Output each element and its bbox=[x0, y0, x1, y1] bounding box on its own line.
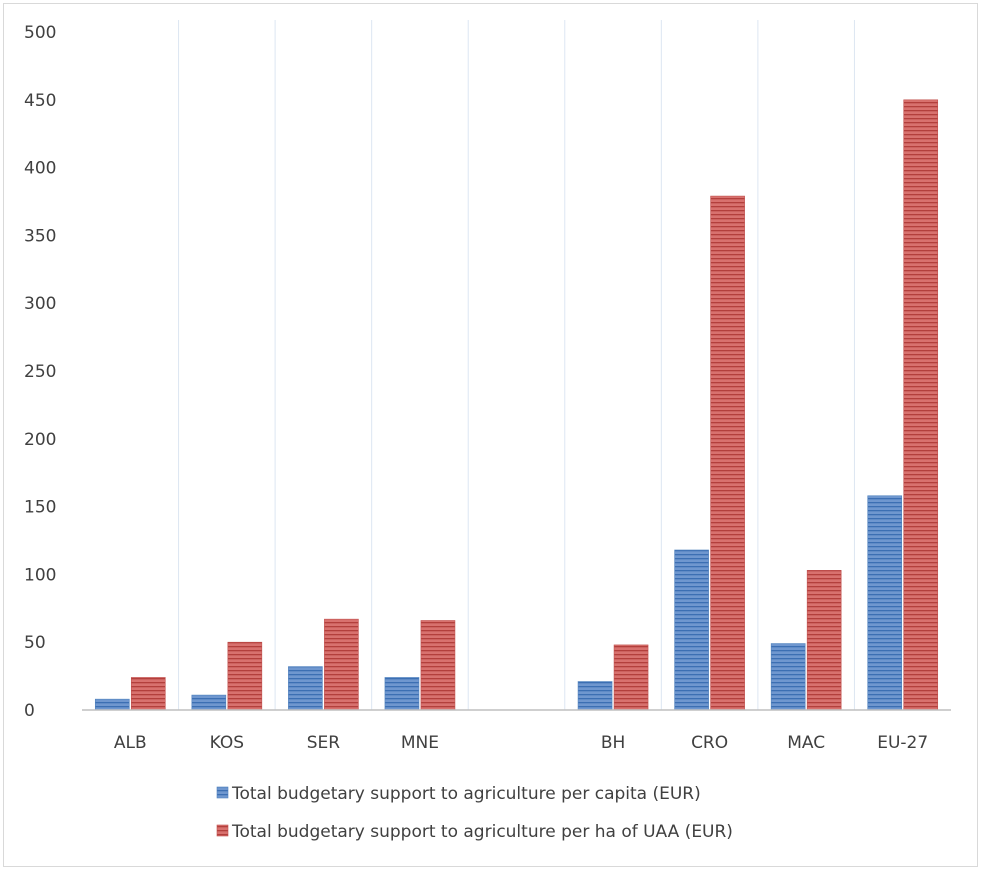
bar-per-capita-BH bbox=[577, 681, 613, 711]
legend-swatch bbox=[216, 786, 229, 799]
bar-per-capita-ALB bbox=[94, 698, 130, 711]
bar-per-ha-SER bbox=[324, 618, 359, 711]
bar-per-ha-KOS bbox=[227, 641, 263, 711]
x-tick-label: ALB bbox=[114, 733, 147, 753]
y-tick-label: 250 bbox=[24, 362, 56, 382]
x-tick-label: MNE bbox=[401, 733, 439, 753]
bar-per-capita-CRO bbox=[674, 549, 709, 711]
bar-per-capita-MNE bbox=[384, 677, 420, 711]
y-tick-label: 300 bbox=[24, 294, 56, 314]
grid-layer bbox=[178, 20, 855, 710]
bars-layer bbox=[94, 99, 939, 711]
bar-per-capita-SER bbox=[288, 666, 323, 711]
y-tick-label: 350 bbox=[24, 226, 56, 246]
legend-label: Total budgetary support to agriculture p… bbox=[231, 784, 701, 804]
x-tick-label: MAC bbox=[787, 733, 825, 753]
bar-per-ha-BH bbox=[613, 644, 649, 711]
y-tick-label: 200 bbox=[24, 430, 56, 450]
bar-per-ha-CRO bbox=[710, 195, 745, 711]
x-tick-label: KOS bbox=[210, 733, 244, 753]
legend-swatch bbox=[216, 824, 229, 837]
legend: Total budgetary support to agriculture p… bbox=[216, 784, 733, 842]
x-tick-label: BH bbox=[601, 733, 625, 753]
y-tick-label: 0 bbox=[24, 701, 35, 721]
bar-per-ha-ALB bbox=[130, 677, 166, 711]
legend-label: Total budgetary support to agriculture p… bbox=[231, 822, 733, 842]
y-tick-label: 100 bbox=[24, 565, 56, 585]
x-tick-label: SER bbox=[307, 733, 341, 753]
y-tick-label: 500 bbox=[24, 23, 56, 43]
y-tick-label: 400 bbox=[24, 159, 56, 179]
x-tick-label: EU-27 bbox=[877, 733, 928, 753]
y-tick-label: 50 bbox=[24, 633, 46, 653]
bar-per-ha-EU-27 bbox=[903, 99, 939, 711]
chart-frame bbox=[3, 3, 978, 867]
x-tick-label: CRO bbox=[691, 733, 728, 753]
y-tick-label: 150 bbox=[24, 498, 56, 518]
bar-per-ha-MAC bbox=[806, 570, 842, 711]
axis-layer: 0 50 100 150 200 250 300 350 400 450 500 ALB KOS SER M… bbox=[24, 23, 951, 753]
bar-per-capita-EU-27 bbox=[867, 495, 903, 711]
y-tick-label: 450 bbox=[24, 91, 56, 111]
bar-per-capita-KOS bbox=[191, 694, 227, 711]
bar-per-capita-MAC bbox=[770, 643, 806, 711]
bar-per-ha-MNE bbox=[420, 620, 456, 711]
